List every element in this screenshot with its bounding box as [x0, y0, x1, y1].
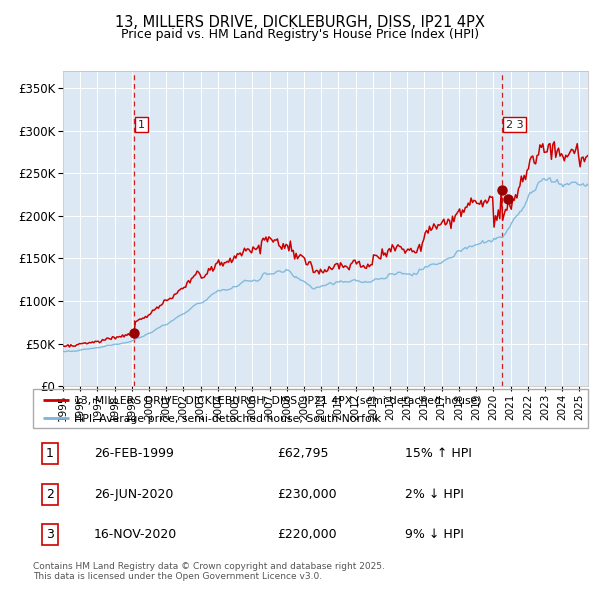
- Text: 9% ↓ HPI: 9% ↓ HPI: [405, 528, 464, 541]
- Text: 2 3: 2 3: [506, 120, 524, 130]
- Text: Contains HM Land Registry data © Crown copyright and database right 2025.: Contains HM Land Registry data © Crown c…: [33, 562, 385, 571]
- Text: 26-JUN-2020: 26-JUN-2020: [94, 487, 173, 501]
- Text: 15% ↑ HPI: 15% ↑ HPI: [405, 447, 472, 460]
- Text: 13, MILLERS DRIVE, DICKLEBURGH, DISS, IP21 4PX: 13, MILLERS DRIVE, DICKLEBURGH, DISS, IP…: [115, 15, 485, 30]
- Text: 16-NOV-2020: 16-NOV-2020: [94, 528, 178, 541]
- Text: 26-FEB-1999: 26-FEB-1999: [94, 447, 174, 460]
- Text: £230,000: £230,000: [277, 487, 337, 501]
- Text: 1: 1: [138, 120, 145, 130]
- Text: 2: 2: [46, 487, 53, 501]
- Text: 3: 3: [46, 528, 53, 541]
- Text: Price paid vs. HM Land Registry's House Price Index (HPI): Price paid vs. HM Land Registry's House …: [121, 28, 479, 41]
- Text: £220,000: £220,000: [277, 528, 337, 541]
- Text: 1: 1: [46, 447, 53, 460]
- Text: This data is licensed under the Open Government Licence v3.0.: This data is licensed under the Open Gov…: [33, 572, 322, 581]
- Text: 13, MILLERS DRIVE, DICKLEBURGH, DISS, IP21 4PX (semi-detached house): 13, MILLERS DRIVE, DICKLEBURGH, DISS, IP…: [74, 396, 481, 406]
- Text: 2% ↓ HPI: 2% ↓ HPI: [405, 487, 464, 501]
- Text: HPI: Average price, semi-detached house, South Norfolk: HPI: Average price, semi-detached house,…: [74, 414, 380, 424]
- Text: £62,795: £62,795: [277, 447, 329, 460]
